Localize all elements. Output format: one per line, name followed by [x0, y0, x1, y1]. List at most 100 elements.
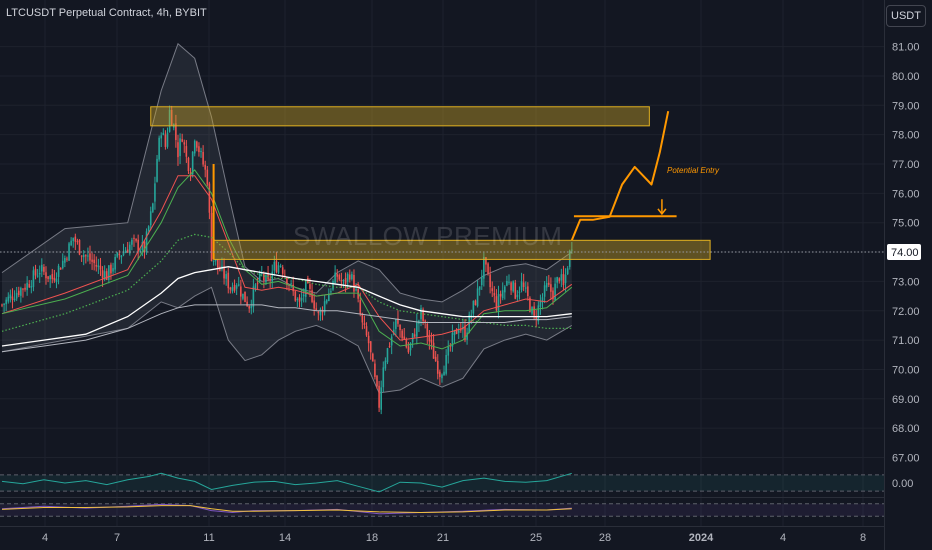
- candle-body: [558, 278, 561, 282]
- candle: [434, 351, 437, 362]
- candle-body: [485, 257, 487, 265]
- candle: [191, 151, 194, 178]
- candle-body: [302, 294, 305, 297]
- candle-body: [445, 354, 447, 374]
- candle: [160, 132, 163, 148]
- candle-body: [149, 211, 152, 226]
- last-price-label: 74.00: [891, 247, 919, 259]
- candle: [59, 267, 62, 270]
- symbol-title[interactable]: LTCUSDT Perpetual Contract, 4h, BYBIT: [6, 7, 207, 19]
- x-tick-label: 4: [780, 532, 786, 544]
- candle-body: [480, 276, 483, 286]
- candle-body: [499, 293, 502, 297]
- y-tick-label: 76.00: [892, 188, 920, 200]
- candle-body: [292, 284, 295, 292]
- candle: [196, 140, 198, 152]
- candle-body: [405, 339, 408, 348]
- candle-body: [72, 237, 75, 242]
- candle: [296, 297, 299, 308]
- candle-body: [514, 282, 517, 299]
- candle: [489, 266, 491, 294]
- candle-body: [403, 336, 406, 340]
- candle-body: [342, 279, 345, 281]
- candle-body: [313, 300, 315, 309]
- candle: [204, 160, 207, 178]
- candle-body: [508, 281, 510, 283]
- candle-body: [372, 353, 374, 362]
- candle-body: [367, 335, 370, 344]
- candle: [36, 269, 39, 278]
- candle-body: [156, 158, 158, 182]
- candle-body: [290, 283, 292, 285]
- candle-body: [126, 249, 129, 253]
- candle: [527, 282, 529, 301]
- candle: [210, 206, 213, 262]
- candle-body: [409, 342, 412, 351]
- candle-body: [95, 264, 98, 267]
- candle-body: [543, 285, 546, 297]
- candle-body: [237, 284, 240, 286]
- oscillator-line: [1, 472, 572, 493]
- candle-body: [212, 260, 215, 262]
- candle: [294, 290, 297, 302]
- candle: [22, 288, 24, 298]
- candle-body: [365, 326, 368, 336]
- candle-body: [154, 183, 156, 202]
- y-tick-label: 69.00: [892, 394, 920, 406]
- candle-body: [336, 274, 338, 277]
- candle: [179, 133, 181, 165]
- candle-body: [254, 284, 257, 289]
- candle: [269, 273, 271, 288]
- candle: [552, 287, 554, 305]
- candle: [338, 273, 341, 282]
- candle-body: [164, 134, 167, 147]
- oscillator-band: [0, 503, 884, 517]
- candle-body: [116, 252, 119, 257]
- candle-body: [317, 311, 320, 314]
- candle: [501, 282, 504, 301]
- candle: [216, 259, 219, 275]
- candle-body: [281, 267, 284, 274]
- candle-body: [143, 241, 146, 253]
- candle-body: [382, 367, 385, 388]
- candle-body: [26, 282, 28, 291]
- candle-body: [422, 309, 424, 322]
- candle: [378, 381, 380, 413]
- candle-body: [529, 297, 531, 313]
- candle-body: [223, 266, 225, 279]
- candle: [380, 380, 382, 415]
- candle-body: [152, 203, 154, 212]
- candle: [156, 154, 158, 183]
- candle: [388, 342, 391, 348]
- candle-body: [392, 329, 395, 335]
- candle: [64, 255, 66, 268]
- candle-body: [466, 332, 468, 340]
- candle-body: [489, 274, 491, 288]
- ma-slow-white-2-line: [1, 304, 572, 353]
- candle: [49, 274, 51, 288]
- candle-body: [338, 274, 341, 280]
- candle: [376, 374, 378, 390]
- candle: [208, 181, 211, 220]
- candle-body: [388, 346, 391, 348]
- currency-button[interactable]: USDT: [886, 5, 926, 27]
- candle-body: [97, 265, 100, 268]
- candle: [5, 297, 7, 312]
- candle: [237, 276, 240, 287]
- candle-body: [87, 255, 89, 257]
- candle: [145, 228, 148, 255]
- candle-body: [413, 334, 416, 337]
- candle: [300, 289, 303, 307]
- candle: [426, 321, 429, 345]
- candle: [235, 283, 238, 296]
- candle: [15, 286, 18, 301]
- candle: [187, 156, 190, 175]
- candle: [332, 279, 334, 291]
- candle-body: [319, 309, 322, 316]
- candle-body: [118, 253, 121, 256]
- candle: [248, 305, 251, 313]
- candle-body: [510, 282, 512, 291]
- candle-body: [64, 258, 66, 263]
- candle-body: [376, 375, 378, 387]
